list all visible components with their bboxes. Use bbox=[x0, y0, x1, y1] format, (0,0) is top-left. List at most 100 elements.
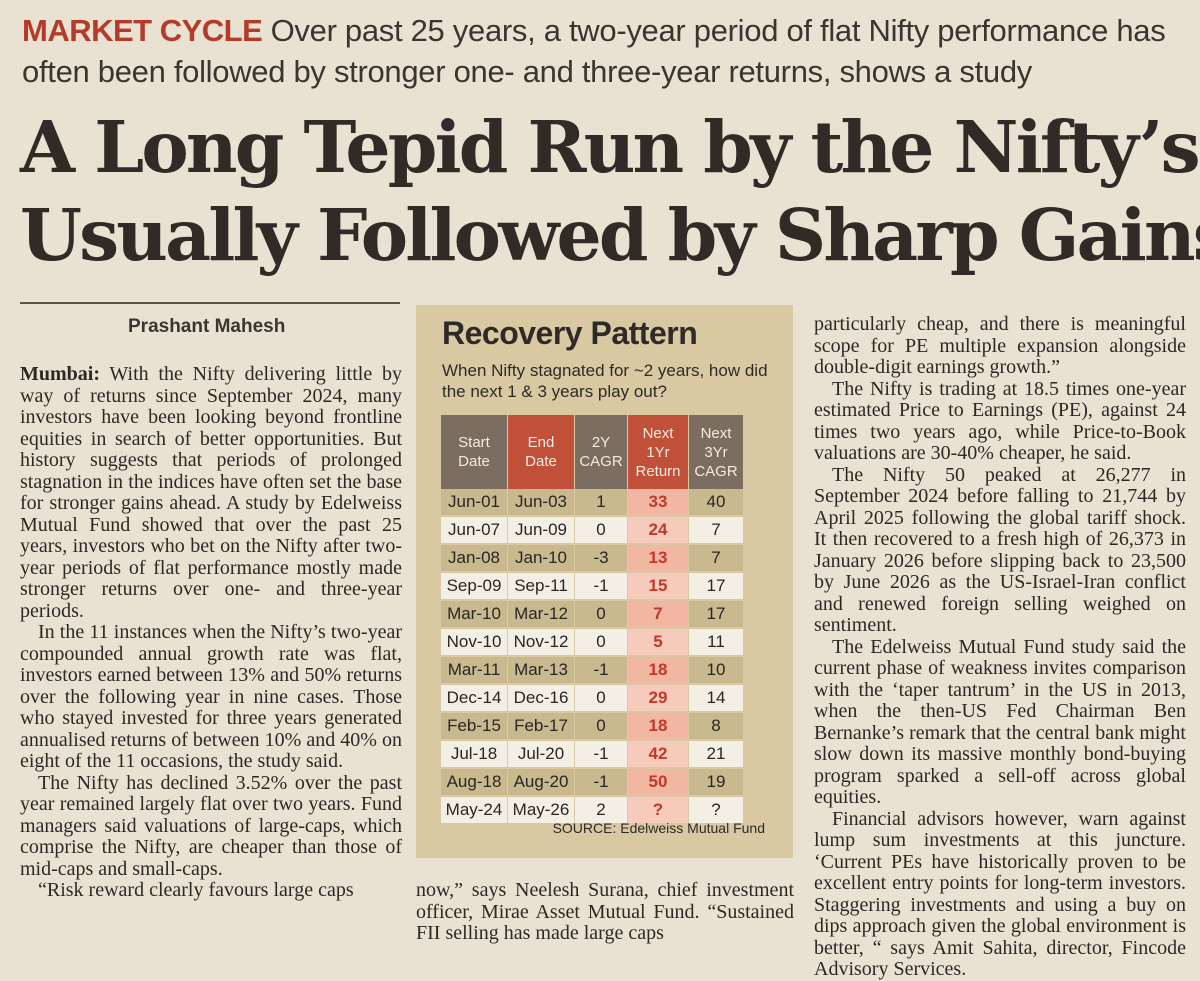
table-cell: -1 bbox=[574, 740, 628, 769]
table-header-cell: 2Y CAGR bbox=[574, 415, 628, 489]
table-cell: Jun-09 bbox=[507, 516, 575, 545]
table-cell: Jul-18 bbox=[441, 740, 508, 769]
table-header-cell: End Date bbox=[507, 415, 575, 489]
table-row: Jun-01 Jun-03 1 33 40 bbox=[441, 489, 744, 517]
table-row: Nov-10 Nov-12 0 5 11 bbox=[441, 628, 744, 657]
table-cell: Mar-13 bbox=[507, 656, 575, 685]
table-cell: -3 bbox=[574, 544, 628, 573]
table-source: SOURCE: Edelweiss Mutual Fund bbox=[552, 820, 765, 836]
byline-rule bbox=[20, 302, 400, 304]
table-cell: Dec-14 bbox=[441, 684, 508, 713]
table-cell: 13 bbox=[627, 544, 689, 573]
table-cell: 18 bbox=[627, 712, 689, 741]
dateline: Mumbai: bbox=[20, 363, 100, 385]
table-cell: Feb-17 bbox=[507, 712, 575, 741]
table-cell: 0 bbox=[574, 516, 628, 545]
article-column-3: particularly cheap, and there is meaning… bbox=[814, 313, 1186, 981]
table-header-cell: Start Date bbox=[441, 415, 508, 489]
table-cell: Nov-10 bbox=[441, 628, 508, 657]
table-cell: 11 bbox=[688, 628, 744, 657]
kicker: MARKET CYCLE Over past 25 years, a two-y… bbox=[22, 10, 1192, 92]
table-subtitle: When Nifty stagnated for ~2 years, how d… bbox=[442, 361, 768, 401]
paragraph-10: Financial advisors however, warn against… bbox=[814, 807, 1186, 980]
table-cell: Aug-20 bbox=[507, 768, 575, 797]
paragraph-1: Mumbai: With the Nifty delivering little… bbox=[20, 363, 402, 622]
table-cell: Mar-12 bbox=[507, 600, 575, 629]
table-cell: 17 bbox=[688, 572, 744, 601]
table-cell: May-26 bbox=[507, 796, 575, 825]
table-cell: Jan-08 bbox=[441, 544, 508, 573]
table-row: Feb-15 Feb-17 0 18 8 bbox=[441, 712, 744, 741]
table-cell: 2 bbox=[574, 796, 628, 825]
table-row: Aug-18 Aug-20 -1 50 19 bbox=[441, 768, 744, 797]
table-title: Recovery Pattern bbox=[442, 315, 698, 351]
article-column-2: now,” says Neelesh Surana, chief investm… bbox=[416, 879, 794, 945]
paragraph-6: particularly cheap, and there is meaning… bbox=[814, 313, 1186, 378]
table-cell: 40 bbox=[688, 489, 744, 517]
paragraph-1-text: With the Nifty delivering little by way … bbox=[20, 363, 402, 622]
table-cell: 0 bbox=[574, 628, 628, 657]
recovery-table: Start Date End Date 2Y CAGR Next 1Yr Return Next 3… bbox=[441, 415, 744, 825]
table-cell: 7 bbox=[688, 544, 744, 573]
table-header-cell: Next 1Yr Return bbox=[627, 415, 689, 489]
article-column-1: Mumbai: With the Nifty delivering little… bbox=[20, 363, 402, 902]
table-cell: Dec-16 bbox=[507, 684, 575, 713]
headline-line-1: A Long Tepid Run by the Nifty’s bbox=[20, 105, 1200, 189]
table-cell: 17 bbox=[688, 600, 744, 629]
recovery-pattern-box: Recovery Pattern When Nifty stagnated fo… bbox=[416, 305, 793, 858]
table-cell: 42 bbox=[627, 740, 689, 769]
table-cell: ? bbox=[688, 796, 744, 825]
table-cell: 10 bbox=[688, 656, 744, 685]
paragraph-4: “Risk reward clearly favours large caps bbox=[38, 879, 354, 901]
paragraph-3: The Nifty has declined 3.52% over the pa… bbox=[20, 771, 402, 880]
table-cell: Jun-03 bbox=[507, 489, 575, 517]
table-row: Sep-09 Sep-11 -1 15 17 bbox=[441, 572, 744, 601]
table-row: May-24 May-26 2?? bbox=[441, 796, 744, 825]
paragraph-8: The Nifty 50 peaked at 26,277 in Septemb… bbox=[814, 463, 1186, 636]
table-cell: 18 bbox=[627, 656, 689, 685]
table-cell: 7 bbox=[627, 600, 689, 629]
table-cell: Jul-20 bbox=[507, 740, 575, 769]
table-cell: -1 bbox=[574, 656, 628, 685]
table-cell: Jun-07 bbox=[441, 516, 508, 545]
paragraph-7: The Nifty is trading at 18.5 times one-y… bbox=[814, 377, 1186, 464]
table-cell: Sep-09 bbox=[441, 572, 508, 601]
table-cell: 50 bbox=[627, 768, 689, 797]
table-cell: 0 bbox=[574, 712, 628, 741]
table-cell: 0 bbox=[574, 684, 628, 713]
table-cell: 14 bbox=[688, 684, 744, 713]
paragraph-9: The Edelweiss Mutual Fund study said the… bbox=[814, 635, 1186, 808]
table-cell: 1 bbox=[574, 489, 628, 517]
table-cell: ? bbox=[627, 796, 689, 825]
table-cell: Nov-12 bbox=[507, 628, 575, 657]
table-cell: 7 bbox=[688, 516, 744, 545]
table-row: Jun-07 Jun-09 0 24 7 bbox=[441, 516, 744, 545]
kicker-tag: MARKET CYCLE bbox=[22, 13, 263, 48]
table-cell: Jan-10 bbox=[507, 544, 575, 573]
table-cell: -1 bbox=[574, 768, 628, 797]
table-row: Mar-11 Mar-13 -1 18 10 bbox=[441, 656, 744, 685]
table-cell: 0 bbox=[574, 600, 628, 629]
byline: Prashant Mahesh bbox=[128, 316, 286, 337]
table-cell: 21 bbox=[688, 740, 744, 769]
table-row: Dec-14 Dec-16 0 29 14 bbox=[441, 684, 744, 713]
table-cell: 19 bbox=[688, 768, 744, 797]
table-cell: Mar-10 bbox=[441, 600, 508, 629]
table-cell: Feb-15 bbox=[441, 712, 508, 741]
table-cell: 24 bbox=[627, 516, 689, 545]
table-cell: 5 bbox=[627, 628, 689, 657]
table-cell: 33 bbox=[627, 489, 689, 517]
table-cell: 15 bbox=[627, 572, 689, 601]
table-row: Mar-10 Mar-12 0 7 17 bbox=[441, 600, 744, 629]
table-cell: 29 bbox=[627, 684, 689, 713]
table-header-cell: Next 3Yr CAGR bbox=[688, 415, 744, 489]
table-cell: 8 bbox=[688, 712, 744, 741]
table-cell: Jun-01 bbox=[441, 489, 508, 517]
paragraph-5: now,” says Neelesh Surana, chief investm… bbox=[416, 879, 794, 944]
table-cell: May-24 bbox=[441, 796, 508, 825]
table-cell: Mar-11 bbox=[441, 656, 508, 685]
headline-line-2: Usually Followed by Sharp Gains bbox=[20, 193, 1200, 277]
table-cell: -1 bbox=[574, 572, 628, 601]
table-cell: Aug-18 bbox=[441, 768, 508, 797]
paragraph-2: In the 11 instances when the Nifty’s two… bbox=[20, 621, 402, 772]
